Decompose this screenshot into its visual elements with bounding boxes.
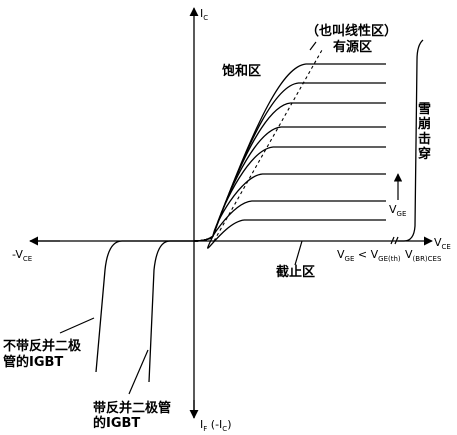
svg-text:管的IGBT: 管的IGBT xyxy=(3,354,63,370)
svg-text:雪: 雪 xyxy=(418,101,431,117)
ic-axis-label: IC xyxy=(200,7,208,22)
svg-text:崩: 崩 xyxy=(418,116,431,132)
no-diode-pointer-line xyxy=(59,317,95,334)
active-region-pointer-line xyxy=(309,41,317,51)
neg-vce-axis-label: -VCE xyxy=(12,248,32,263)
cutoff-region-label: 截止区 xyxy=(276,264,315,280)
reverse-curve-with-diode xyxy=(148,240,194,383)
with-diode-pointer-line xyxy=(128,349,149,395)
output-curves xyxy=(193,63,386,249)
reverse-curve-without-diode xyxy=(95,240,194,373)
output-curve xyxy=(193,200,386,242)
saturation-region-label: 饱和区 xyxy=(221,63,261,79)
svg-text:的IGBT: 的IGBT xyxy=(93,415,140,431)
cutoff-condition-label: VGE < VGE(th) xyxy=(337,248,401,263)
avalanche-breakdown-curve xyxy=(392,39,424,242)
output-curve xyxy=(193,126,386,242)
saturation-boundary-dashed-line xyxy=(213,49,323,242)
output-curve xyxy=(193,219,386,249)
linear-region-note-label: （也叫线性区） xyxy=(306,23,397,39)
svg-text:穿: 穿 xyxy=(418,146,431,162)
breakdown-voltage-label: V(BR)CES xyxy=(405,248,442,263)
if-axis-label: IF (-IC) xyxy=(200,418,231,433)
output-curve xyxy=(193,82,386,242)
igbt-without-diode-label: 不带反并二极 管的IGBT xyxy=(3,338,82,370)
output-curve xyxy=(193,63,386,242)
output-curve xyxy=(193,146,386,242)
vge-label: VGE xyxy=(389,203,406,218)
vce-axis-label: VCE xyxy=(434,236,451,251)
cutoff-pointer-line xyxy=(294,240,303,266)
avalanche-breakdown-label: 雪 崩 击 穿 xyxy=(418,101,431,162)
svg-text:不带反并二极: 不带反并二极 xyxy=(3,338,82,354)
svg-text:带反并二极管: 带反并二极管 xyxy=(93,400,171,416)
svg-text:击: 击 xyxy=(418,131,431,147)
igbt-with-diode-label: 带反并二极管 的IGBT xyxy=(93,400,171,431)
active-region-label: 有源区 xyxy=(333,39,372,55)
